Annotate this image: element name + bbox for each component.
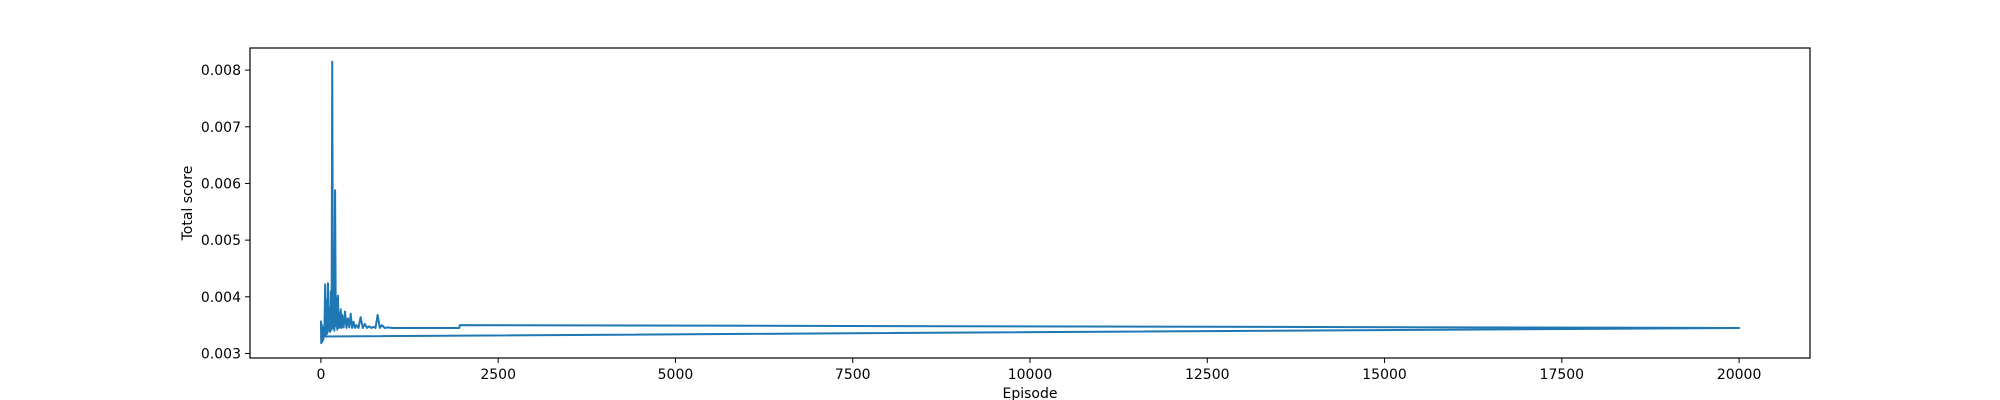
series-line-0 bbox=[319, 60, 1741, 345]
y-tick-label: 0.008 bbox=[201, 63, 241, 79]
y-axis-ticks: 0.003 0.004 0.005 0.006 0.007 0.008 bbox=[201, 63, 250, 362]
x-tick-label: 2500 bbox=[480, 367, 516, 383]
x-tick-label: 0 bbox=[316, 367, 325, 383]
x-axis-label: Episode bbox=[1003, 386, 1058, 400]
x-tick-label: 10000 bbox=[1008, 367, 1053, 383]
y-tick-label: 0.005 bbox=[201, 233, 241, 249]
y-axis-label: Total score bbox=[180, 166, 196, 242]
x-tick-label: 7500 bbox=[835, 367, 871, 383]
y-tick-label: 0.004 bbox=[201, 290, 241, 306]
axes-frame bbox=[249, 47, 1811, 359]
y-tick-label: 0.003 bbox=[201, 346, 241, 362]
plot-area bbox=[319, 60, 1741, 345]
x-tick-label: 15000 bbox=[1362, 367, 1407, 383]
x-tick-label: 5000 bbox=[658, 367, 694, 383]
x-axis-ticks: 0 2500 5000 7500 10000 12500 15000 17500 20000 bbox=[316, 358, 1761, 383]
y-tick-label: 0.007 bbox=[201, 120, 241, 136]
x-tick-label: 12500 bbox=[1185, 367, 1230, 383]
y-tick-label: 0.006 bbox=[201, 176, 241, 192]
x-tick-label: 20000 bbox=[1717, 367, 1762, 383]
x-tick-label: 17500 bbox=[1540, 367, 1585, 383]
